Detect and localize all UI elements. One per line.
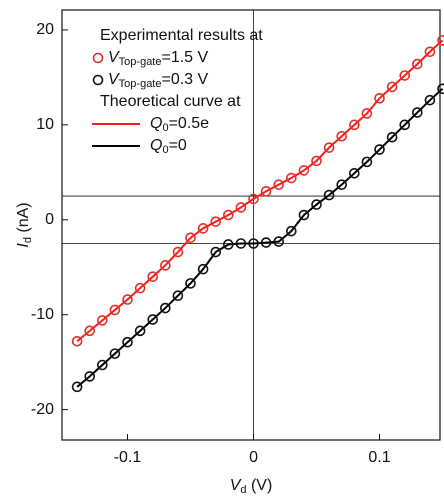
data-point — [260, 186, 272, 197]
legend-subscript: 0 — [162, 122, 168, 134]
y-axis-label: Id (nA) — [15, 202, 34, 247]
data-point — [122, 336, 133, 348]
data-point — [336, 130, 348, 142]
data-point — [97, 315, 108, 326]
theory-curve — [76, 39, 444, 343]
data-point — [437, 83, 444, 95]
data-point — [147, 314, 159, 325]
data-point — [160, 260, 171, 271]
legend-marker — [92, 74, 104, 86]
plot-frame — [61, 9, 441, 441]
data-point — [273, 179, 285, 190]
legend-label: VTop-gate=1.5 V — [108, 49, 209, 68]
data-point — [210, 246, 222, 258]
x-tick-label: -0.1 — [114, 449, 142, 466]
legend-subscript: Top-gate — [119, 78, 162, 90]
y-tick-label: -20 — [31, 401, 54, 418]
data-point — [223, 209, 234, 221]
x-tick-label: 0 — [249, 449, 258, 466]
data-point — [298, 165, 310, 176]
legend-symbol: Q — [150, 115, 162, 132]
theory-curve — [76, 88, 444, 388]
data-point — [172, 290, 184, 302]
data-point — [374, 144, 385, 155]
legend-text: =0.3 V — [161, 71, 208, 88]
legend-symbol: Q — [150, 137, 162, 154]
legend-label: VTop-gate=0.3 V — [108, 71, 209, 90]
data-point — [311, 199, 322, 210]
legend-symbol: V — [108, 71, 120, 88]
data-point — [374, 92, 385, 104]
data-point — [361, 156, 373, 168]
legend-marker — [92, 52, 104, 64]
data-point — [260, 237, 272, 248]
data-point — [323, 189, 335, 201]
data-point — [134, 325, 146, 337]
data-point — [286, 225, 297, 237]
data-point — [147, 271, 159, 283]
data-point — [235, 202, 247, 213]
legend-text: =0 — [169, 137, 187, 154]
data-point — [399, 70, 411, 81]
x-axis-label: Vd (V) — [230, 477, 273, 496]
data-point — [399, 119, 411, 131]
data-point — [323, 142, 335, 153]
data-point — [109, 304, 121, 316]
data-point — [84, 325, 96, 337]
data-point — [386, 81, 398, 93]
data-point — [109, 348, 121, 359]
legend-text: =0.5e — [169, 115, 210, 132]
legend-title: Experimental results at — [100, 27, 263, 44]
x-tick-label: 0.1 — [368, 449, 390, 466]
y-tick-label: 10 — [36, 116, 54, 133]
data-point — [311, 155, 322, 167]
y-tick-label: 20 — [36, 21, 54, 38]
data-point — [437, 35, 444, 46]
data-point — [71, 335, 83, 347]
data-point — [71, 381, 83, 393]
legend-label: Q0=0 — [150, 137, 187, 156]
data-point — [185, 278, 196, 289]
data-point — [349, 167, 360, 179]
data-point — [412, 58, 423, 70]
data-point — [185, 232, 196, 244]
data-point — [235, 238, 247, 249]
data-point — [298, 209, 310, 221]
y-tick-label: 0 — [45, 211, 54, 228]
legend-title: Theoretical curve at — [100, 93, 241, 110]
data-point — [122, 294, 133, 305]
legend-subscript: Top-gate — [119, 56, 162, 68]
data-point — [248, 193, 259, 205]
data-point — [248, 238, 259, 249]
data-point — [210, 216, 222, 227]
data-point — [424, 46, 436, 58]
data-point — [160, 302, 171, 314]
data-point — [197, 223, 209, 234]
data-point — [336, 179, 348, 190]
data-point — [412, 107, 423, 118]
data-point — [84, 371, 96, 382]
legend-label: Q0=0.5e — [150, 115, 209, 134]
legend-symbol: V — [108, 49, 120, 66]
data-point — [134, 282, 146, 294]
data-point — [361, 108, 373, 119]
legend-text: =1.5 V — [161, 49, 208, 66]
data-point — [97, 359, 108, 371]
data-point — [349, 119, 360, 131]
data-point — [286, 172, 297, 184]
data-point — [424, 94, 436, 106]
data-point — [197, 263, 209, 275]
data-point — [273, 236, 285, 247]
data-point — [172, 246, 184, 258]
legend-subscript: 0 — [162, 144, 168, 156]
y-tick-label: -10 — [31, 306, 54, 323]
data-point — [386, 131, 398, 143]
data-point — [223, 239, 234, 250]
